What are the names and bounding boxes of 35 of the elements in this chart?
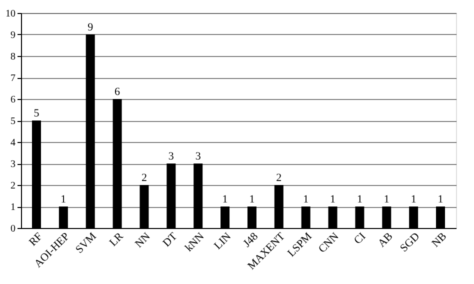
data-label: 5 (34, 108, 40, 120)
y-tick-label: 7 (10, 73, 16, 84)
data-label: 2 (141, 172, 147, 184)
data-label: 9 (88, 22, 94, 34)
data-label: 1 (410, 194, 416, 206)
y-tick-label: 6 (10, 94, 16, 106)
x-tick-label: NN (132, 230, 153, 250)
x-tick-label: CI (352, 230, 368, 247)
data-label: 1 (356, 194, 362, 206)
data-label: 1 (384, 194, 390, 206)
y-tick-label: 9 (10, 30, 16, 41)
data-label: 3 (168, 150, 174, 162)
data-label: 1 (438, 194, 444, 206)
data-label: 6 (114, 86, 121, 98)
x-tick-label: LIN (212, 230, 234, 252)
y-tick-label: 2 (10, 180, 16, 192)
data-label: 3 (195, 150, 202, 162)
x-tick-label: AB (376, 230, 396, 250)
y-tick-label: 10 (6, 8, 16, 20)
x-tick-label: DT (160, 230, 180, 250)
data-label: 1 (222, 194, 228, 206)
y-tick-label: 0 (10, 224, 16, 234)
data-label: 1 (60, 194, 66, 206)
y-tick-label: 1 (10, 202, 16, 213)
x-tick-label: NB (430, 230, 449, 250)
y-tick-label: 3 (10, 159, 16, 170)
data-label: 2 (276, 172, 282, 184)
y-tick-label: 4 (10, 138, 16, 148)
data-label: 1 (303, 194, 309, 206)
x-tick-label: SGD (398, 230, 422, 255)
y-tick-label: 8 (10, 52, 16, 62)
data-label: 1 (330, 194, 336, 206)
y-tick-label: 5 (10, 116, 16, 127)
x-tick-label: LR (107, 230, 126, 249)
data-label: 1 (249, 194, 255, 206)
